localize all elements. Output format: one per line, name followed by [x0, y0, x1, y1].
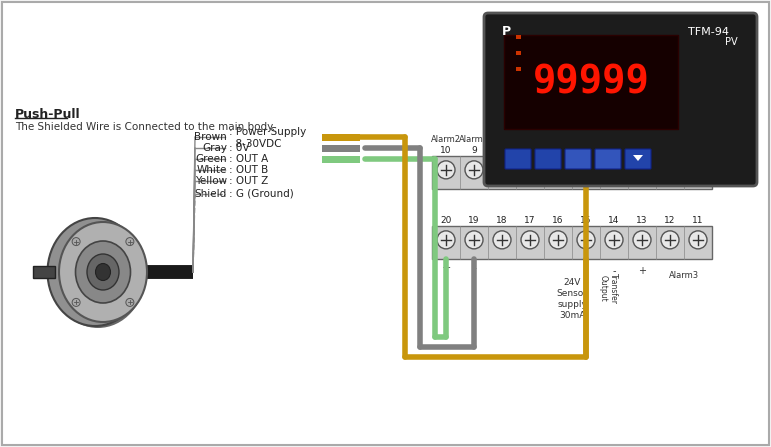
Text: 4: 4	[611, 146, 617, 155]
Circle shape	[689, 161, 707, 179]
FancyBboxPatch shape	[505, 149, 531, 169]
Text: -: -	[612, 266, 616, 276]
Text: supply: supply	[557, 300, 587, 309]
Text: Sensor supply: Sensor supply	[526, 117, 590, 126]
Text: 99999: 99999	[533, 63, 649, 101]
Circle shape	[126, 299, 134, 306]
Text: 30mA: 30mA	[559, 311, 585, 320]
Circle shape	[126, 238, 134, 245]
Text: 11: 11	[692, 216, 704, 225]
Text: Yellow: Yellow	[195, 176, 227, 186]
Text: Alarm3: Alarm3	[669, 271, 699, 280]
Circle shape	[465, 161, 483, 179]
Text: Power supply: Power supply	[642, 117, 698, 126]
Text: 19: 19	[468, 216, 480, 225]
Text: RS-485: RS-485	[599, 127, 629, 136]
Text: Brown: Brown	[194, 132, 227, 142]
Text: B: B	[625, 135, 631, 144]
Text: Transfer
Output: Transfer Output	[599, 273, 618, 304]
Text: 2: 2	[667, 146, 673, 155]
Text: 17: 17	[524, 216, 536, 225]
Text: A: A	[597, 135, 603, 144]
Text: Gray: Gray	[202, 143, 227, 153]
Text: 20: 20	[440, 216, 452, 225]
Text: 30mA: 30mA	[545, 125, 571, 134]
Text: 24V: 24V	[564, 278, 581, 287]
Text: : G (Ground): : G (Ground)	[229, 189, 294, 199]
Text: -: -	[472, 263, 476, 273]
Text: : OUT A: : OUT A	[229, 154, 268, 164]
Circle shape	[661, 161, 679, 179]
Circle shape	[521, 231, 539, 249]
Text: PV: PV	[725, 37, 737, 47]
Text: P: P	[501, 25, 510, 38]
Circle shape	[689, 231, 707, 249]
Text: 8: 8	[499, 146, 505, 155]
FancyBboxPatch shape	[432, 156, 712, 189]
Circle shape	[493, 161, 511, 179]
FancyBboxPatch shape	[322, 144, 360, 152]
Text: 18: 18	[497, 216, 508, 225]
Text: 5: 5	[583, 146, 589, 155]
Text: 8-30VDC: 8-30VDC	[229, 139, 281, 149]
Text: 12V: 12V	[494, 135, 510, 144]
Text: : Power Supply: : Power Supply	[229, 127, 306, 137]
FancyBboxPatch shape	[595, 149, 621, 169]
Ellipse shape	[87, 254, 119, 290]
Circle shape	[605, 231, 623, 249]
Text: +: +	[638, 266, 646, 276]
Circle shape	[633, 231, 651, 249]
Ellipse shape	[76, 241, 130, 303]
Text: 90-264 VAC: 90-264 VAC	[645, 125, 695, 134]
FancyBboxPatch shape	[516, 67, 521, 71]
Text: Alarm1: Alarm1	[459, 135, 489, 144]
FancyBboxPatch shape	[322, 156, 360, 163]
Text: 6: 6	[555, 146, 561, 155]
FancyBboxPatch shape	[516, 35, 521, 39]
Circle shape	[661, 231, 679, 249]
Text: 1: 1	[695, 146, 701, 155]
FancyBboxPatch shape	[322, 134, 360, 140]
Text: 14: 14	[608, 216, 620, 225]
Ellipse shape	[59, 222, 147, 322]
Circle shape	[605, 161, 623, 179]
Circle shape	[437, 161, 455, 179]
Circle shape	[577, 231, 595, 249]
Circle shape	[437, 231, 455, 249]
FancyBboxPatch shape	[516, 51, 521, 55]
Text: 15: 15	[581, 216, 592, 225]
Text: Alarm2: Alarm2	[431, 135, 461, 144]
Text: Green: Green	[195, 154, 227, 164]
FancyBboxPatch shape	[535, 149, 561, 169]
Text: TFM-94: TFM-94	[688, 27, 729, 37]
Text: 7: 7	[527, 146, 533, 155]
Text: 12: 12	[665, 216, 675, 225]
Polygon shape	[633, 155, 643, 161]
Text: The Shielded Wire is Connected to the main body.: The Shielded Wire is Connected to the ma…	[15, 122, 275, 132]
Ellipse shape	[96, 263, 110, 281]
Circle shape	[521, 161, 539, 179]
Text: : OUT B: : OUT B	[229, 165, 268, 175]
Text: +: +	[441, 263, 451, 273]
Circle shape	[549, 231, 567, 249]
Text: 3: 3	[639, 146, 645, 155]
Circle shape	[72, 238, 80, 245]
Circle shape	[577, 161, 595, 179]
Circle shape	[549, 161, 567, 179]
Text: Sensor: Sensor	[557, 289, 588, 298]
FancyBboxPatch shape	[432, 226, 712, 259]
Text: 13: 13	[636, 216, 648, 225]
Ellipse shape	[50, 220, 146, 328]
Text: White: White	[197, 165, 227, 175]
Text: 16: 16	[552, 216, 564, 225]
Circle shape	[465, 231, 483, 249]
Text: 10: 10	[440, 146, 452, 155]
FancyBboxPatch shape	[33, 266, 55, 278]
Text: : OUT Z: : OUT Z	[229, 176, 268, 186]
FancyBboxPatch shape	[565, 149, 591, 169]
Circle shape	[72, 299, 80, 306]
Text: 0V: 0V	[524, 135, 536, 144]
Text: 9: 9	[471, 146, 477, 155]
Ellipse shape	[48, 218, 143, 326]
